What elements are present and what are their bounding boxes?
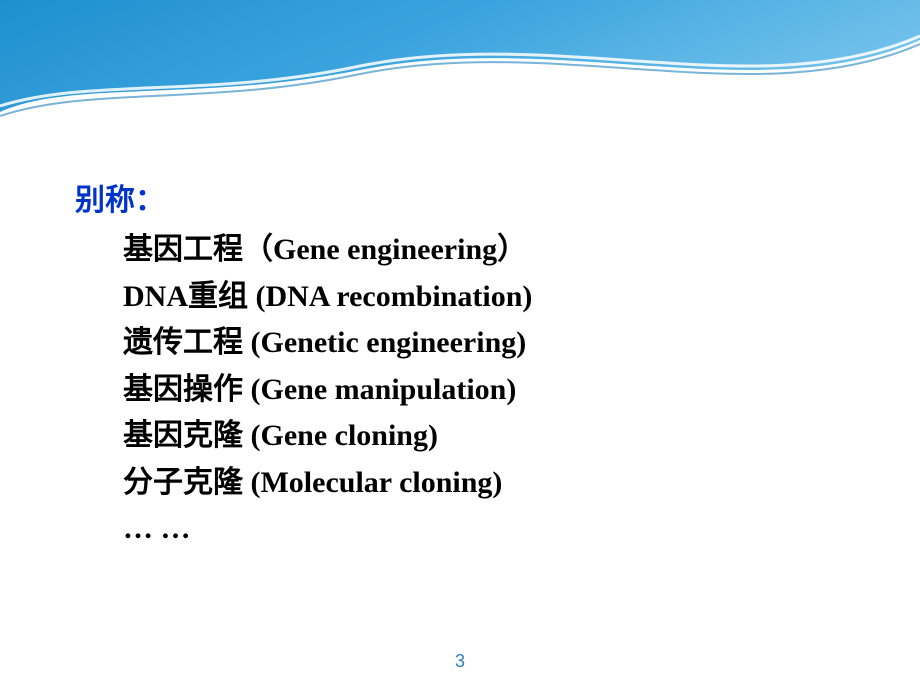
- heading-text: 别称：: [75, 175, 855, 219]
- decorative-wave: [0, 0, 920, 150]
- list-item: 分子克隆 (Molecular cloning): [75, 460, 855, 507]
- list-item: 遗传工程 (Genetic engineering): [75, 320, 855, 367]
- list-item: DNA重组 (DNA recombination): [75, 274, 855, 321]
- list-item: 基因克隆 (Gene cloning): [75, 413, 855, 460]
- slide-content: 别称： 基因工程（Gene engineering） DNA重组 (DNA re…: [75, 175, 855, 553]
- page-number: 3: [0, 651, 920, 672]
- list-item: … …: [75, 506, 855, 553]
- list-item: 基因工程（Gene engineering）: [75, 227, 855, 274]
- list-item: 基因操作 (Gene manipulation): [75, 367, 855, 414]
